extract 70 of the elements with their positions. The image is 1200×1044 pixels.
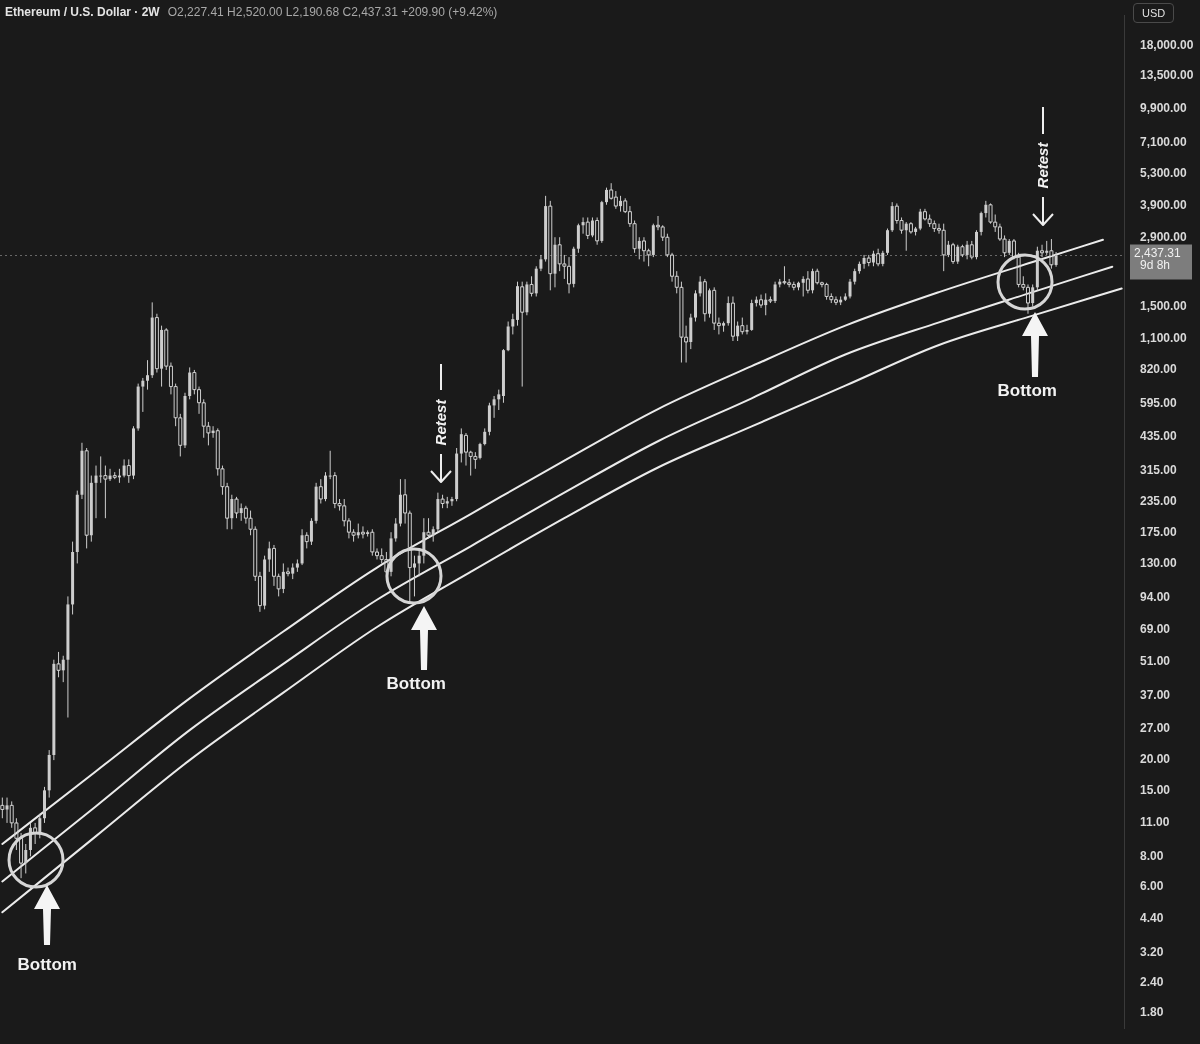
candlestick [141,377,145,413]
candlestick [146,359,150,391]
candlestick [103,465,108,519]
candlestick [154,313,159,374]
y-tick-label: 37.00 [1140,687,1171,702]
annotation: Retest [432,399,450,445]
y-tick-label: 2.40 [1140,975,1164,990]
candlestick [941,223,946,272]
y-tick-label: 7,100.00 [1140,135,1188,150]
y-tick-label: 69.00 [1140,622,1171,637]
candlestick [885,228,889,256]
y-tick-label: 8.00 [1140,848,1164,863]
y-tick-label: 595.00 [1140,395,1178,410]
y-tick-label: 51.00 [1140,654,1171,669]
y-tick-label: 20.00 [1140,752,1171,767]
y-tick-label: 94.00 [1140,589,1171,604]
annotation: Bottom [386,674,446,694]
candlestick [492,395,496,419]
candlestick [520,281,525,388]
candlestick [730,295,735,342]
candlestick [908,221,913,235]
candlestick [323,471,327,502]
y-tick-label: 315.00 [1140,462,1178,477]
candlestick [360,525,365,539]
candlestick [1025,283,1030,315]
y-tick-label: 820.00 [1140,362,1178,377]
candlestick [394,517,398,543]
candlestick [497,389,501,411]
annotation: Retest [1034,142,1052,188]
annotation: Bottom [17,955,77,975]
y-tick-label: 3.20 [1140,944,1164,959]
candlestick [506,321,510,352]
candlestick [511,313,515,335]
ref-line-label: 2,437.31 [1134,245,1182,260]
y-tick-label: 235.00 [1140,493,1178,508]
text: 9d 8h [1140,258,1171,272]
y-tick-label: 4.40 [1140,911,1164,926]
candlestick [951,242,956,265]
y-tick-label: 27.00 [1140,720,1171,735]
y-tick-label: 435.00 [1140,428,1178,443]
chart-subtitle: O2,227.41 H2,520.00 L2,190.68 C2,437.31 +209.90 (+9.42%) [167,5,498,19]
y-tick-label: 15.00 [1140,782,1171,797]
candlestick [805,270,810,294]
y-tick-label: 18,000.00 [1140,37,1194,52]
y-tick-label: 1,100.00 [1140,331,1188,346]
candlestick [979,211,983,236]
y-tick-label: 11.00 [1140,815,1170,830]
annotation: Bottom [997,381,1057,401]
y-axis-title: USD [1133,3,1175,23]
candlestick [833,295,838,306]
candlestick [848,278,852,299]
candlestick [613,190,618,210]
y-tick-label: 175.00 [1140,524,1178,539]
y-tick-label: 9,900.00 [1140,100,1188,115]
candlestick [782,265,787,284]
candlestick [759,294,764,309]
y-tick-label: 5,300.00 [1140,166,1188,181]
chart-title: Ethereum / U.S. Dollar · 2W [5,5,160,19]
candlestick [548,200,553,291]
y-tick-label: 3,900.00 [1140,198,1188,213]
candlestick [576,223,580,254]
y-tick-label: 1.80 [1140,1005,1164,1020]
y-tick-label: 2,900.00 [1140,229,1188,244]
y-tick-label: 1,500.00 [1140,298,1188,313]
candlestick [309,517,313,546]
candlestick [876,248,881,267]
y-tick-label: 13,500.00 [1140,67,1194,82]
candlestick [94,465,98,519]
y-tick-label: 130.00 [1140,555,1178,570]
y-tick-label: 6.00 [1140,878,1164,893]
